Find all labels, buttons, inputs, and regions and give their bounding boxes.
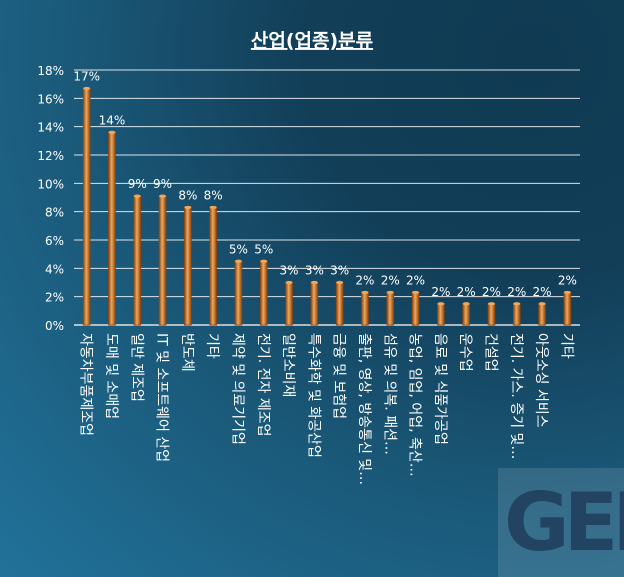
bar xyxy=(361,292,369,326)
data-label: 2% xyxy=(355,273,374,287)
data-label: 9% xyxy=(153,177,172,191)
bar xyxy=(487,303,496,326)
bar-cap xyxy=(361,290,369,295)
data-label: 2% xyxy=(406,273,425,287)
bar-cap xyxy=(260,259,268,263)
data-label: 2% xyxy=(507,285,526,299)
x-tick-label: 반도체 xyxy=(179,333,195,372)
y-tick-label: 12% xyxy=(37,149,64,163)
bar xyxy=(411,292,420,326)
x-tick-label: 기타 xyxy=(558,333,574,359)
bar xyxy=(335,282,344,326)
bar xyxy=(259,260,268,326)
bar-cap xyxy=(133,194,141,198)
bar-cap xyxy=(386,290,394,295)
bar xyxy=(133,195,142,326)
y-tick-label: 2% xyxy=(45,291,64,305)
bar-cap xyxy=(83,86,91,91)
bar-cap xyxy=(437,302,445,306)
bar xyxy=(512,303,521,326)
bar-cap xyxy=(487,302,495,306)
data-label: 9% xyxy=(128,177,147,191)
x-tick-label: 일반 제조업 xyxy=(128,333,144,402)
bar xyxy=(158,195,167,326)
data-label: 8% xyxy=(204,188,223,202)
gen-logo-text: GEN xyxy=(504,476,624,569)
x-tick-label: 도매 및 소매업 xyxy=(103,333,119,419)
x-tick-label: 농업, 임업, 어업, 축산… xyxy=(407,333,423,477)
y-tick-label: 10% xyxy=(37,177,64,191)
x-tick-label: 건설업 xyxy=(482,333,498,372)
x-tick-label: 전기. 가스. 증기 및… xyxy=(508,333,524,459)
chart-title: 산업(업종)분류 xyxy=(251,30,373,52)
bar-cap xyxy=(513,302,521,306)
x-tick-label: 음료 및 식품가공업 xyxy=(432,333,448,445)
y-tick-label: 18% xyxy=(37,64,64,78)
data-label: 2% xyxy=(558,273,577,287)
bar xyxy=(209,207,217,326)
x-tick-label: 제약 및 의료기기업 xyxy=(229,333,245,445)
bar xyxy=(563,292,572,326)
bar-cap xyxy=(285,280,293,285)
bar-cap xyxy=(159,194,167,198)
y-tick-label: 4% xyxy=(45,262,64,276)
gen-logo: GEN xyxy=(498,468,624,577)
data-label: 17% xyxy=(73,69,100,83)
y-tick-label: 0% xyxy=(45,319,64,333)
bar-cap xyxy=(184,205,192,210)
data-label: 2% xyxy=(431,285,450,299)
x-tick-label: 전기. 전자 제조업 xyxy=(255,333,271,437)
x-tick-label: 아웃소싱 서비스 xyxy=(533,333,549,428)
x-tick-label: 섬유 및 의복. 패션… xyxy=(381,333,397,455)
bar-cap xyxy=(336,280,344,285)
data-label: 2% xyxy=(381,273,400,287)
bar-cap xyxy=(462,302,470,306)
data-label: 3% xyxy=(280,264,299,278)
data-label: 5% xyxy=(254,242,273,256)
y-tick-label: 8% xyxy=(45,206,64,220)
data-label: 14% xyxy=(99,113,126,127)
data-label: 5% xyxy=(229,242,248,256)
x-tick-label: 특수화학 및 화공산업 xyxy=(305,333,321,458)
data-label: 2% xyxy=(482,285,501,299)
bar xyxy=(82,88,91,326)
bar-cap xyxy=(310,280,318,285)
bar xyxy=(310,282,319,326)
bar-cap xyxy=(563,290,571,295)
bar-cap xyxy=(412,290,420,295)
x-tick-label: 자동차부품제조업 xyxy=(78,333,94,436)
data-label: 3% xyxy=(330,264,349,278)
data-label: 2% xyxy=(457,285,476,299)
bar-cap xyxy=(209,205,217,210)
data-label: 8% xyxy=(178,188,197,202)
bar xyxy=(108,132,116,326)
x-tick-label: 금융 및 보험업 xyxy=(331,333,347,419)
y-tick-label: 6% xyxy=(45,234,64,248)
x-tick-label: 운수업 xyxy=(457,333,473,372)
data-label: 3% xyxy=(305,264,324,278)
bar xyxy=(234,260,243,326)
x-tick-label: 출판, 영상, 방송통신 및… xyxy=(356,333,372,485)
y-tick-label: 14% xyxy=(37,121,64,135)
bar xyxy=(437,303,445,326)
bar-cap xyxy=(538,302,546,306)
bar xyxy=(462,303,470,326)
x-tick-label: 일반소비재 xyxy=(280,333,296,397)
bar xyxy=(538,303,546,326)
bar-cap xyxy=(108,130,116,134)
x-tick-label: 기타 xyxy=(204,333,220,359)
bar-cap xyxy=(234,259,242,263)
x-tick-label: IT 및 소프트웨어 산업 xyxy=(154,333,170,462)
bar xyxy=(184,207,192,326)
bar xyxy=(285,282,293,326)
data-label: 2% xyxy=(533,285,552,299)
bar xyxy=(386,292,395,326)
y-tick-label: 16% xyxy=(37,92,64,106)
